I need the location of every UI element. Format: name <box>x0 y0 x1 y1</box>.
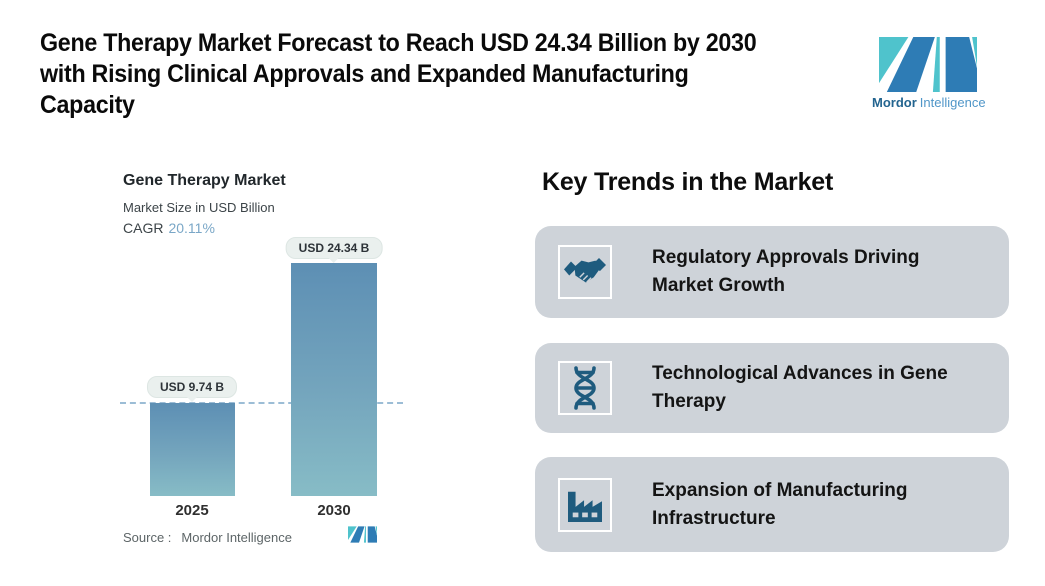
key-trends-heading: Key Trends in the Market <box>542 168 834 196</box>
source-value: Mordor Intelligence <box>181 530 292 545</box>
trend-line-2: Therapy <box>652 391 726 412</box>
x-axis-label-2025: 2025 <box>175 502 209 519</box>
trend-line-1: Expansion of Manufacturing <box>652 479 908 501</box>
market-size-chart: Gene Therapy Market Market Size in USD B… <box>100 170 420 570</box>
chart-cagr: CAGR 20.11% <box>123 220 215 236</box>
trend-card-regulatory-approvals: Regulatory Approvals Driving Market Grow… <box>535 226 1009 318</box>
trend-line-2: Market Growth <box>652 275 786 296</box>
trend-line-2: Infrastructure <box>652 507 776 529</box>
dna-icon <box>574 366 596 410</box>
trend-card-manufacturing-expansion: Expansion of Manufacturing Infrastructur… <box>535 457 1009 552</box>
trend-line-1: Regulatory Approvals Driving <box>652 247 920 268</box>
mordor-intelligence-logo-icon <box>879 37 977 92</box>
value-label-2025: USD 9.74 B <box>146 376 238 398</box>
reference-dashed-line <box>120 402 403 404</box>
trend-icon-box <box>558 245 612 299</box>
mordor-intelligence-mini-logo-icon <box>348 526 377 543</box>
chart-subtitle: Market Size in USD Billion <box>123 200 275 215</box>
x-axis-label-2030: 2030 <box>317 502 351 519</box>
trend-card-text: Expansion of Manufacturing Infrastructur… <box>652 477 907 533</box>
page-title: Gene Therapy Market Forecast to Reach US… <box>40 28 757 121</box>
page-title-line-3: Capacity <box>40 91 135 119</box>
cagr-value: 20.11% <box>168 220 215 236</box>
chart-title: Gene Therapy Market <box>123 172 286 189</box>
trend-icon-box <box>558 361 612 415</box>
cagr-label: CAGR <box>123 220 164 236</box>
handshake-icon <box>564 258 606 283</box>
bar-2025 <box>150 403 235 496</box>
trend-card-technological-advances: Technological Advances in Gene Therapy <box>535 343 1009 433</box>
bar-2030 <box>291 263 377 496</box>
trend-card-text: Technological Advances in Gene Therapy <box>652 360 948 416</box>
chart-source: Source : Mordor Intelligence <box>123 530 292 545</box>
brand-name-primary: Mordor <box>872 95 917 110</box>
trend-line-1: Technological Advances in Gene <box>652 363 948 384</box>
trend-icon-box <box>558 477 612 532</box>
trend-card-text: Regulatory Approvals Driving Market Grow… <box>652 244 919 300</box>
page-title-line-2: with Rising Clinical Approvals and Expan… <box>40 60 689 88</box>
brand-name-secondary: Intelligence <box>919 95 986 110</box>
value-label-2030: USD 24.34 B <box>285 237 383 259</box>
brand-logo: Mordor Intelligence <box>872 37 986 110</box>
source-label: Source : <box>123 530 172 545</box>
page-title-line-1: Gene Therapy Market Forecast to Reach US… <box>40 29 757 57</box>
brand-name: Mordor Intelligence <box>872 95 986 110</box>
factory-icon <box>568 491 602 522</box>
